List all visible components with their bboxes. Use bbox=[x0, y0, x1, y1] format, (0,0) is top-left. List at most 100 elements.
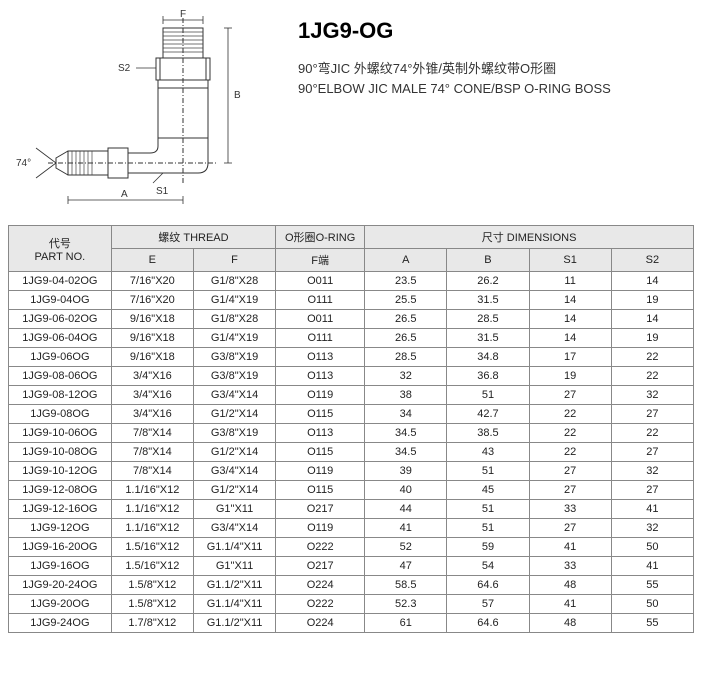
table-row: 1JG9-16OG1.5/16"X12G1"X11O21747543341 bbox=[9, 557, 694, 576]
cell-fend: O113 bbox=[276, 367, 365, 386]
table-row: 1JG9-20OG1.5/8"X12G1.1/4"X11O22252.35741… bbox=[9, 595, 694, 614]
cell-fend: O115 bbox=[276, 443, 365, 462]
label-s2: S2 bbox=[118, 63, 131, 74]
cell-a: 26.5 bbox=[365, 310, 447, 329]
cell-a: 61 bbox=[365, 614, 447, 633]
cell-s1: 22 bbox=[529, 424, 611, 443]
cell-part: 1JG9-20-24OG bbox=[9, 576, 112, 595]
cell-f: G3/4"X14 bbox=[193, 386, 275, 405]
cell-e: 9/16"X18 bbox=[111, 348, 193, 367]
cell-s2: 50 bbox=[611, 538, 693, 557]
cell-e: 3/4"X16 bbox=[111, 386, 193, 405]
cell-b: 26.2 bbox=[447, 272, 529, 291]
cell-s1: 41 bbox=[529, 538, 611, 557]
cell-a: 52.3 bbox=[365, 595, 447, 614]
cell-a: 41 bbox=[365, 519, 447, 538]
cell-part: 1JG9-10-06OG bbox=[9, 424, 112, 443]
cell-s1: 48 bbox=[529, 614, 611, 633]
cell-fend: O224 bbox=[276, 576, 365, 595]
col-s2: S2 bbox=[611, 249, 693, 272]
cell-b: 36.8 bbox=[447, 367, 529, 386]
cell-a: 40 bbox=[365, 481, 447, 500]
label-f: F bbox=[180, 9, 186, 20]
cell-s1: 27 bbox=[529, 386, 611, 405]
cell-fend: O113 bbox=[276, 424, 365, 443]
cell-s1: 17 bbox=[529, 348, 611, 367]
cell-e: 7/8"X14 bbox=[111, 443, 193, 462]
cell-fend: O011 bbox=[276, 272, 365, 291]
cell-s1: 41 bbox=[529, 595, 611, 614]
cell-part: 1JG9-06-04OG bbox=[9, 329, 112, 348]
cell-part: 1JG9-16OG bbox=[9, 557, 112, 576]
cell-s2: 19 bbox=[611, 329, 693, 348]
cell-fend: O222 bbox=[276, 595, 365, 614]
cell-a: 25.5 bbox=[365, 291, 447, 310]
table-row: 1JG9-06OG9/16"X18G3/8"X19O11328.534.8172… bbox=[9, 348, 694, 367]
label-s1: S1 bbox=[156, 186, 169, 197]
cell-f: G1.1/2"X11 bbox=[193, 614, 275, 633]
cell-a: 32 bbox=[365, 367, 447, 386]
cell-e: 7/16"X20 bbox=[111, 272, 193, 291]
table-row: 1JG9-06-02OG9/16"X18G1/8"X28O01126.528.5… bbox=[9, 310, 694, 329]
specifications-table: 代号 PART NO. 螺纹 THREAD O形圈O-RING 尺寸 DIMEN… bbox=[8, 225, 694, 633]
cell-a: 47 bbox=[365, 557, 447, 576]
cell-s1: 48 bbox=[529, 576, 611, 595]
cell-e: 1.1/16"X12 bbox=[111, 481, 193, 500]
cell-a: 34 bbox=[365, 405, 447, 424]
cell-f: G1/4"X19 bbox=[193, 329, 275, 348]
cell-fend: O217 bbox=[276, 557, 365, 576]
col-fend: F端 bbox=[276, 249, 365, 272]
cell-f: G1/2"X14 bbox=[193, 405, 275, 424]
table-row: 1JG9-12OG1.1/16"X12G3/4"X14O11941512732 bbox=[9, 519, 694, 538]
cell-a: 34.5 bbox=[365, 424, 447, 443]
cell-e: 1.1/16"X12 bbox=[111, 500, 193, 519]
cell-b: 59 bbox=[447, 538, 529, 557]
technical-drawing: 74° F B S2 S1 bbox=[8, 8, 268, 208]
cell-f: G3/8"X19 bbox=[193, 348, 275, 367]
cell-f: G1"X11 bbox=[193, 557, 275, 576]
cell-b: 28.5 bbox=[447, 310, 529, 329]
cell-b: 31.5 bbox=[447, 329, 529, 348]
header-partno-zh: 代号 bbox=[49, 238, 71, 250]
cell-s1: 14 bbox=[529, 329, 611, 348]
cell-s2: 22 bbox=[611, 424, 693, 443]
header-partno: 代号 PART NO. bbox=[9, 226, 112, 272]
cell-s2: 22 bbox=[611, 367, 693, 386]
cell-part: 1JG9-06-02OG bbox=[9, 310, 112, 329]
diagram-column: 74° F B S2 S1 bbox=[8, 8, 288, 213]
table-row: 1JG9-16-20OG1.5/16"X12G1.1/4"X11O2225259… bbox=[9, 538, 694, 557]
cell-f: G1.1/4"X11 bbox=[193, 595, 275, 614]
cell-a: 52 bbox=[365, 538, 447, 557]
cell-e: 3/4"X16 bbox=[111, 367, 193, 386]
cell-s1: 27 bbox=[529, 462, 611, 481]
cell-f: G3/8"X19 bbox=[193, 424, 275, 443]
description-english: 90°ELBOW JIC MALE 74° CONE/BSP O-RING BO… bbox=[298, 81, 694, 96]
cell-a: 44 bbox=[365, 500, 447, 519]
cell-part: 1JG9-04-02OG bbox=[9, 272, 112, 291]
table-row: 1JG9-12-16OG1.1/16"X12G1"X11O21744513341 bbox=[9, 500, 694, 519]
table-row: 1JG9-20-24OG1.5/8"X12G1.1/2"X11O22458.56… bbox=[9, 576, 694, 595]
cell-s2: 14 bbox=[611, 310, 693, 329]
header: 74° F B S2 S1 bbox=[8, 8, 694, 213]
cell-s1: 22 bbox=[529, 405, 611, 424]
cell-fend: O119 bbox=[276, 519, 365, 538]
group-header-row: 代号 PART NO. 螺纹 THREAD O形圈O-RING 尺寸 DIMEN… bbox=[9, 226, 694, 249]
cell-fend: O111 bbox=[276, 291, 365, 310]
cell-a: 23.5 bbox=[365, 272, 447, 291]
col-s1: S1 bbox=[529, 249, 611, 272]
cell-part: 1JG9-08OG bbox=[9, 405, 112, 424]
cell-b: 51 bbox=[447, 519, 529, 538]
cell-f: G3/8"X19 bbox=[193, 367, 275, 386]
table-row: 1JG9-12-08OG1.1/16"X12G1/2"X14O115404527… bbox=[9, 481, 694, 500]
cell-e: 7/16"X20 bbox=[111, 291, 193, 310]
cell-s2: 19 bbox=[611, 291, 693, 310]
cell-e: 7/8"X14 bbox=[111, 424, 193, 443]
table-row: 1JG9-10-08OG7/8"X14G1/2"X14O11534.543222… bbox=[9, 443, 694, 462]
cell-a: 28.5 bbox=[365, 348, 447, 367]
angle-label: 74° bbox=[16, 158, 31, 169]
cell-e: 9/16"X18 bbox=[111, 310, 193, 329]
cell-a: 34.5 bbox=[365, 443, 447, 462]
cell-fend: O115 bbox=[276, 481, 365, 500]
cell-f: G1/4"X19 bbox=[193, 291, 275, 310]
header-thread-zh: 螺纹 bbox=[158, 232, 180, 244]
